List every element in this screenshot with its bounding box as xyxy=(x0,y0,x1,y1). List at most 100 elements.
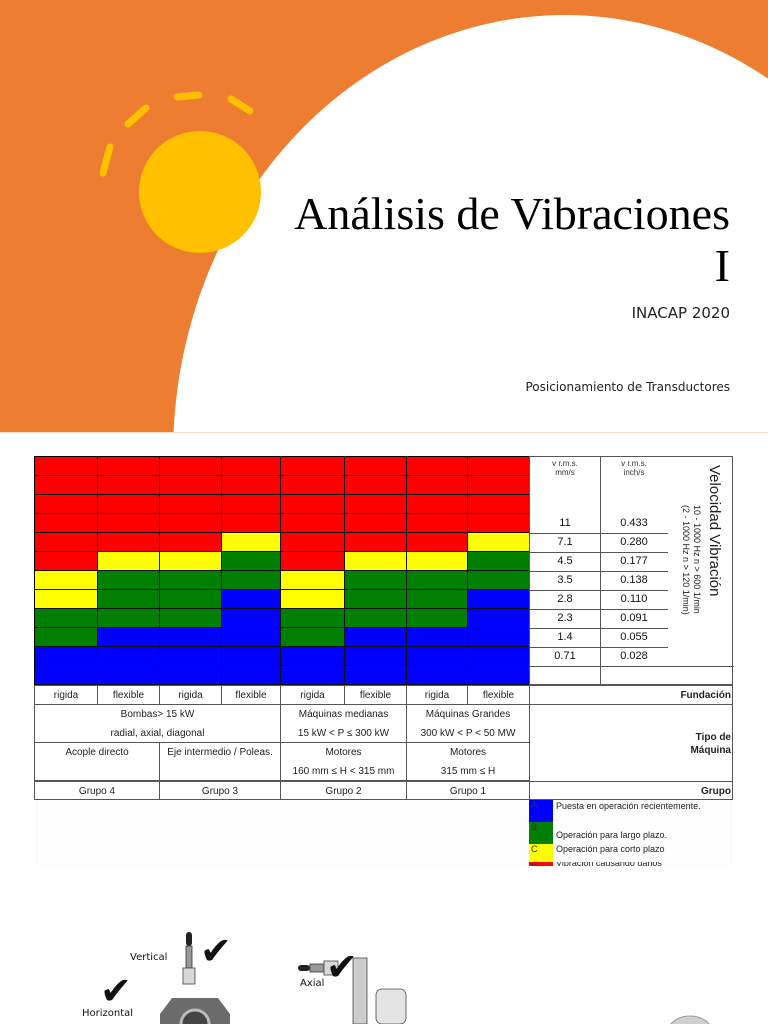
row-divider xyxy=(530,571,668,572)
severity-cell: B xyxy=(98,590,160,609)
velocity-row: 1.4 0.055 xyxy=(530,628,668,647)
velocity-axis-label: Velocidad Vibración xyxy=(706,465,723,597)
inch-s-header: v r.m.s. inch/s xyxy=(600,459,668,477)
foundation-cell: rigida xyxy=(280,686,344,704)
inch-s-value: 0.138 xyxy=(620,574,648,586)
title-slide: Análisis de Vibraciones I INACAP 2020 Po… xyxy=(0,0,768,432)
severity-cell: D xyxy=(35,533,98,552)
sun-circle-icon xyxy=(139,131,261,253)
drive-type-line1: Motores xyxy=(325,747,362,758)
velocity-row: 4.5 0.177 xyxy=(530,552,668,571)
severity-cell: B xyxy=(468,552,530,571)
inch-s-value: 0.110 xyxy=(620,593,648,605)
legend-text-a: Puesta en operación recientemente. xyxy=(556,801,701,811)
mm-s-value: 7.1 xyxy=(557,536,573,548)
machine-type-label-line2: Máquina xyxy=(690,745,731,756)
severity-cell: C xyxy=(35,590,98,609)
mm-s-value: 11 xyxy=(559,517,571,529)
machine-type-cell: Bombas> 15 kW radial, axial, diagonal xyxy=(34,705,280,742)
machine-type-line1: Máquinas Grandes xyxy=(425,709,511,720)
legend-text-d: Vibración causando daños xyxy=(556,862,662,866)
drive-type-cell: Motores 315 mm ≤ H xyxy=(406,743,529,780)
severity-cell: A xyxy=(222,647,281,666)
severity-cell: A xyxy=(468,628,530,647)
severity-cell: C xyxy=(160,552,222,571)
inch-s-value: 0.091 xyxy=(620,612,648,624)
severity-cell: D xyxy=(98,495,160,514)
severity-cell: B xyxy=(281,609,345,628)
severity-cell: A xyxy=(222,590,281,609)
severity-cell: D xyxy=(35,495,98,514)
slide-topic: Posicionamiento de Transductores xyxy=(525,380,730,394)
mm-s-value: 1.4 xyxy=(557,631,573,643)
severity-cell: D xyxy=(160,514,222,533)
severity-cell: A xyxy=(160,628,222,647)
severity-cell: D xyxy=(222,495,281,514)
foundation-cell: rigida xyxy=(406,686,467,704)
vertical-accelerometer-icon xyxy=(182,932,196,985)
sun-dashes-icon xyxy=(99,91,254,177)
machine-type-line1: Bombas> 15 kW xyxy=(120,709,195,720)
frequency-range-label: 10 - 1000 Hz n > 600 1/min (2 - 1000 Hz … xyxy=(680,505,702,615)
machine-type-row: Bombas> 15 kW radial, axial, diagonal Má… xyxy=(34,705,733,781)
drive-type-cell: Eje intermedio / Poleas. xyxy=(159,743,280,780)
severity-cell: B xyxy=(345,590,407,609)
severity-cell: B xyxy=(345,609,407,628)
machine-type-line2: radial, axial, diagonal xyxy=(110,728,205,739)
foundation-cell: rigida xyxy=(159,686,221,704)
drive-type-line1: Motores xyxy=(449,747,487,758)
severity-cell: B xyxy=(407,590,468,609)
velocity-row: 7.1 0.280 xyxy=(530,533,668,552)
legend-swatch-c: C xyxy=(529,844,553,862)
severity-cell: B xyxy=(281,628,345,647)
severity-cell: B xyxy=(98,571,160,590)
legend-swatch-d: D xyxy=(529,862,553,866)
severity-cell: D xyxy=(345,533,407,552)
velocity-row: 2.8 0.110 xyxy=(530,590,668,609)
foundation-label-cell: Fundación xyxy=(529,686,733,704)
severity-cell: B xyxy=(160,590,222,609)
severity-cell: D xyxy=(407,533,468,552)
severity-cell: A xyxy=(160,666,222,685)
inch-s-value: 0.028 xyxy=(620,650,648,662)
foundation-cell: flexible xyxy=(344,686,406,704)
inch-s-value: 0.055 xyxy=(620,631,648,643)
legend-swatch-a: A xyxy=(529,800,553,822)
velocity-row: 3.5 0.138 xyxy=(530,571,668,590)
velocity-row: 11 0.433 xyxy=(530,514,668,533)
severity-cell: D xyxy=(35,552,98,571)
severity-cell: A xyxy=(345,647,407,666)
severity-cell: D xyxy=(98,533,160,552)
severity-cell: D xyxy=(468,495,530,514)
machine-type-line1: Máquinas medianas xyxy=(298,709,389,720)
foundation-cell: flexible xyxy=(221,686,280,704)
inch-s-header-line2: inch/s xyxy=(623,468,645,477)
severity-cell: D xyxy=(468,476,530,495)
severity-cell: C xyxy=(35,571,98,590)
severity-cell: A xyxy=(35,666,98,685)
severity-cell: B xyxy=(407,571,468,590)
vertical-check-icon: ✔ xyxy=(200,929,232,973)
severity-cell: D xyxy=(468,457,530,476)
legend-swatch-b: B xyxy=(529,822,553,844)
drive-type-row: Acople directo Eje intermedio / Poleas. … xyxy=(34,743,529,781)
severity-cell: A xyxy=(407,647,468,666)
severity-cell: D xyxy=(281,514,345,533)
group-cell: Grupo 3 xyxy=(159,782,280,799)
horizontal-label: Horizontal xyxy=(82,1008,134,1019)
severity-cell: D xyxy=(160,533,222,552)
row-divider xyxy=(530,647,668,648)
severity-cell: D xyxy=(98,476,160,495)
severity-cell: D xyxy=(407,514,468,533)
axial-accelerometer-icon xyxy=(298,957,407,1024)
frequency-range-line2: (2 - 1000 Hz n > 120 1/min) xyxy=(681,505,691,615)
horizontal-check-icon: ✔ xyxy=(100,969,132,1013)
mm-s-value: 4.5 xyxy=(557,555,573,567)
foundation-cell: rigida xyxy=(34,686,97,704)
mm-s-value: 3.5 xyxy=(557,574,573,586)
mm-s-value: 2.8 xyxy=(557,593,573,605)
drive-type-line2: 160 mm ≤ H < 315 mm xyxy=(292,766,395,777)
legend-text-c: Operación para corto plazo xyxy=(556,844,665,854)
drive-type-cell: Acople directo xyxy=(34,743,159,780)
severity-cell: A xyxy=(407,666,468,685)
